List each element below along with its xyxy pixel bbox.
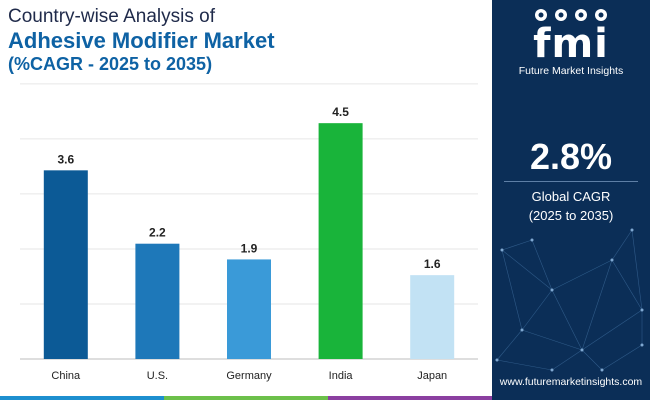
logo-text: fmi bbox=[533, 21, 609, 67]
fmi-logo: fmi Future Market Insights bbox=[492, 6, 650, 77]
network-decoration bbox=[495, 228, 644, 372]
cagr-label-line-2: (2025 to 2035) bbox=[528, 208, 614, 223]
category-label: India bbox=[329, 370, 354, 382]
logo-icon-row bbox=[535, 9, 607, 21]
company-name: Future Market Insights bbox=[518, 65, 624, 77]
bottom-color-stripe bbox=[0, 396, 492, 400]
title-line-2: Adhesive Modifier Market bbox=[8, 28, 275, 53]
category-label: Germany bbox=[226, 370, 272, 382]
stripe-segment-3 bbox=[328, 396, 492, 400]
global-cagr-value: 2.8% bbox=[529, 136, 613, 177]
bar-chart: 3.6 China 2.2 U.S. 1.9 Germany 4.5 India 1.6 Japa… bbox=[20, 83, 478, 382]
data-label: 1.9 bbox=[241, 241, 258, 255]
title-line-1: Country-wise Analysis of bbox=[8, 6, 215, 27]
cagr-label-line-1: Global CAGR bbox=[531, 189, 611, 204]
bar-japan bbox=[410, 275, 455, 359]
website-link[interactable]: www.futuremarketinsights.com bbox=[499, 376, 643, 388]
data-label: 3.6 bbox=[57, 152, 74, 166]
logo-icons bbox=[492, 6, 650, 24]
data-label: 4.5 bbox=[332, 105, 349, 119]
data-label: 1.6 bbox=[424, 257, 441, 271]
category-label: Japan bbox=[417, 370, 447, 382]
bar-us bbox=[135, 243, 180, 359]
summary-panel: fmi Future Market Insights 2.8% Global C… bbox=[492, 0, 650, 400]
chart-title: Country-wise Analysis of Adhesive Modifi… bbox=[8, 6, 478, 75]
title-line-3: (%CAGR - 2025 to 2035) bbox=[8, 54, 213, 74]
bar-germany bbox=[227, 259, 271, 359]
category-label: U.S. bbox=[147, 370, 168, 382]
bar-india bbox=[318, 123, 363, 360]
category-label: China bbox=[51, 370, 81, 382]
stripe-segment-1 bbox=[0, 396, 164, 400]
bar-china bbox=[43, 170, 88, 359]
stripe-segment-2 bbox=[164, 396, 328, 400]
global-cagr-label: Global CAGR (2025 to 2035) bbox=[492, 187, 650, 225]
cagr-divider bbox=[504, 181, 638, 182]
data-label: 2.2 bbox=[149, 226, 166, 240]
